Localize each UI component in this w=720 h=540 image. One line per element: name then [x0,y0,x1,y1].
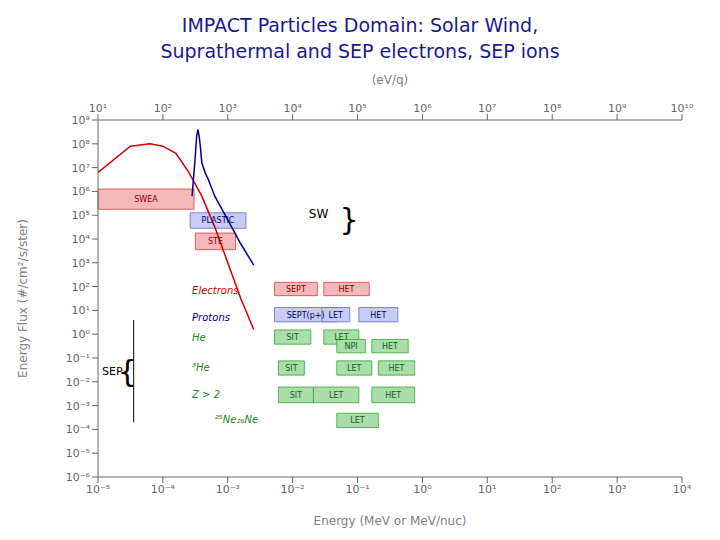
svg-text:10²: 10² [154,102,172,115]
svg-text:10⁻¹: 10⁻¹ [345,483,369,496]
svg-text:Z > 2: Z > 2 [191,389,220,400]
svg-text:}: } [339,202,358,237]
svg-text:SEPT: SEPT [286,285,306,294]
svg-text:10¹: 10¹ [89,102,107,115]
svg-text:LET: LET [350,416,365,425]
svg-text:10¹⁰: 10¹⁰ [671,102,694,115]
svg-text:10³: 10³ [608,483,626,496]
svg-text:PLASTIC: PLASTIC [202,216,235,225]
svg-text:10³: 10³ [72,257,90,270]
svg-text:HET: HET [382,342,398,351]
svg-text:10³: 10³ [219,102,237,115]
svg-text:10⁻³: 10⁻³ [216,483,240,496]
svg-text:10⁰: 10⁰ [413,483,432,496]
svg-text:10⁰: 10⁰ [72,328,91,341]
svg-text:LET: LET [347,364,362,373]
svg-text:10⁻³: 10⁻³ [66,400,90,413]
svg-text:10⁷: 10⁷ [478,102,496,115]
svg-text:STE: STE [208,237,223,246]
svg-text:10⁴: 10⁴ [72,233,91,246]
svg-text:10²: 10² [72,281,90,294]
svg-text:²⁵Ne₂₆Ne: ²⁵Ne₂₆Ne [215,414,258,425]
svg-text:Energy (MeV or MeV/nuc): Energy (MeV or MeV/nuc) [314,514,467,528]
svg-text:10¹: 10¹ [72,304,90,317]
svg-text:HET: HET [385,391,401,400]
html-text:IMPACT Particles Domain: Solar: IMPACT Particles Domain: Solar Wind, [181,14,539,36]
svg-text:HET: HET [389,364,405,373]
svg-text:10⁻²: 10⁻² [66,376,90,389]
svg-text:LET: LET [329,391,344,400]
svg-text:10⁻⁵: 10⁻⁵ [86,483,110,496]
html-text:Suprathermal and SEP electrons: Suprathermal and SEP electrons, SEP ions [160,40,560,62]
svg-text:10⁹: 10⁹ [608,102,626,115]
svg-text:LET: LET [334,333,349,342]
svg-text:He: He [192,332,206,343]
svg-text:SEP: SEP [102,364,123,378]
svg-text:10⁵: 10⁵ [72,209,90,222]
svg-text:10⁶: 10⁶ [72,185,91,198]
svg-text:NPI: NPI [344,342,357,351]
svg-text:10⁻⁵: 10⁻⁵ [66,447,90,460]
svg-text:10⁶: 10⁶ [413,102,432,115]
svg-text:HET: HET [370,311,386,320]
svg-text:10⁵: 10⁵ [348,102,366,115]
svg-text:{: { [118,354,137,389]
svg-text:³He: ³He [192,362,210,373]
svg-text:Electrons: Electrons [192,285,238,296]
svg-text:Energy Flux (#/cm²/s/ster): Energy Flux (#/cm²/s/ster) [16,219,30,378]
svg-text:SW: SW [309,207,329,221]
svg-text:SIT: SIT [285,364,297,373]
svg-text:10⁻⁶: 10⁻⁶ [66,471,91,484]
svg-text:SEPT(p+): SEPT(p+) [287,311,325,320]
svg-text:10⁻⁴: 10⁻⁴ [66,423,91,436]
svg-text:10⁹: 10⁹ [72,114,90,127]
svg-text:LET: LET [329,311,344,320]
svg-text:SWEA: SWEA [134,195,158,204]
svg-text:(eV/q): (eV/q) [372,73,409,87]
svg-text:10⁴: 10⁴ [283,102,302,115]
svg-text:Protons: Protons [192,312,230,323]
svg-text:10⁴: 10⁴ [673,483,692,496]
svg-text:10⁸: 10⁸ [72,138,91,151]
svg-text:10¹: 10¹ [478,483,496,496]
svg-text:10⁻¹: 10⁻¹ [66,352,90,365]
svg-text:10⁸: 10⁸ [543,102,562,115]
svg-text:SIT: SIT [290,391,302,400]
svg-text:10⁷: 10⁷ [72,162,90,175]
svg-text:HET: HET [339,285,355,294]
svg-text:10⁻⁴: 10⁻⁴ [151,483,176,496]
svg-text:10²: 10² [543,483,561,496]
svg-text:10⁻²: 10⁻² [281,483,305,496]
svg-text:SIT: SIT [287,333,299,342]
